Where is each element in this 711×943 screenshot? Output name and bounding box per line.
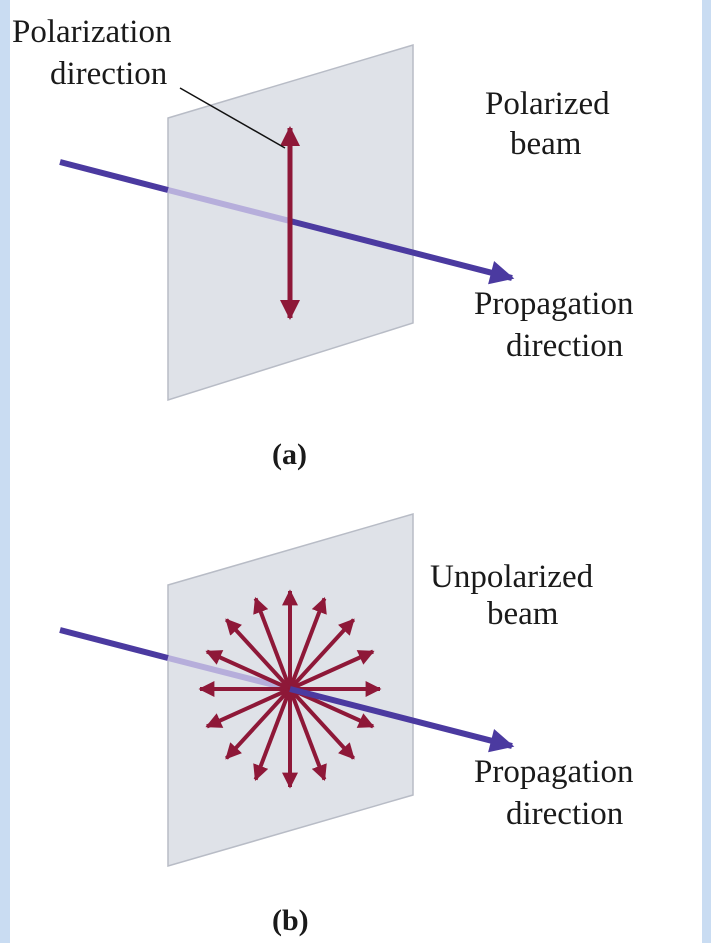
caption: (a) (272, 438, 307, 471)
label: Propagation (474, 754, 633, 790)
label: direction (506, 328, 623, 364)
label: Polarization (12, 14, 171, 50)
label: direction (506, 796, 623, 832)
label: Unpolarized (430, 559, 594, 595)
label: beam (487, 596, 559, 632)
diagram: Polarization direction Polarized beam Pr… (0, 0, 711, 943)
caption: (b) (272, 904, 309, 937)
label: direction (50, 56, 167, 92)
label: Propagation (474, 286, 633, 322)
label: Polarized (485, 86, 610, 122)
label: beam (510, 126, 582, 162)
